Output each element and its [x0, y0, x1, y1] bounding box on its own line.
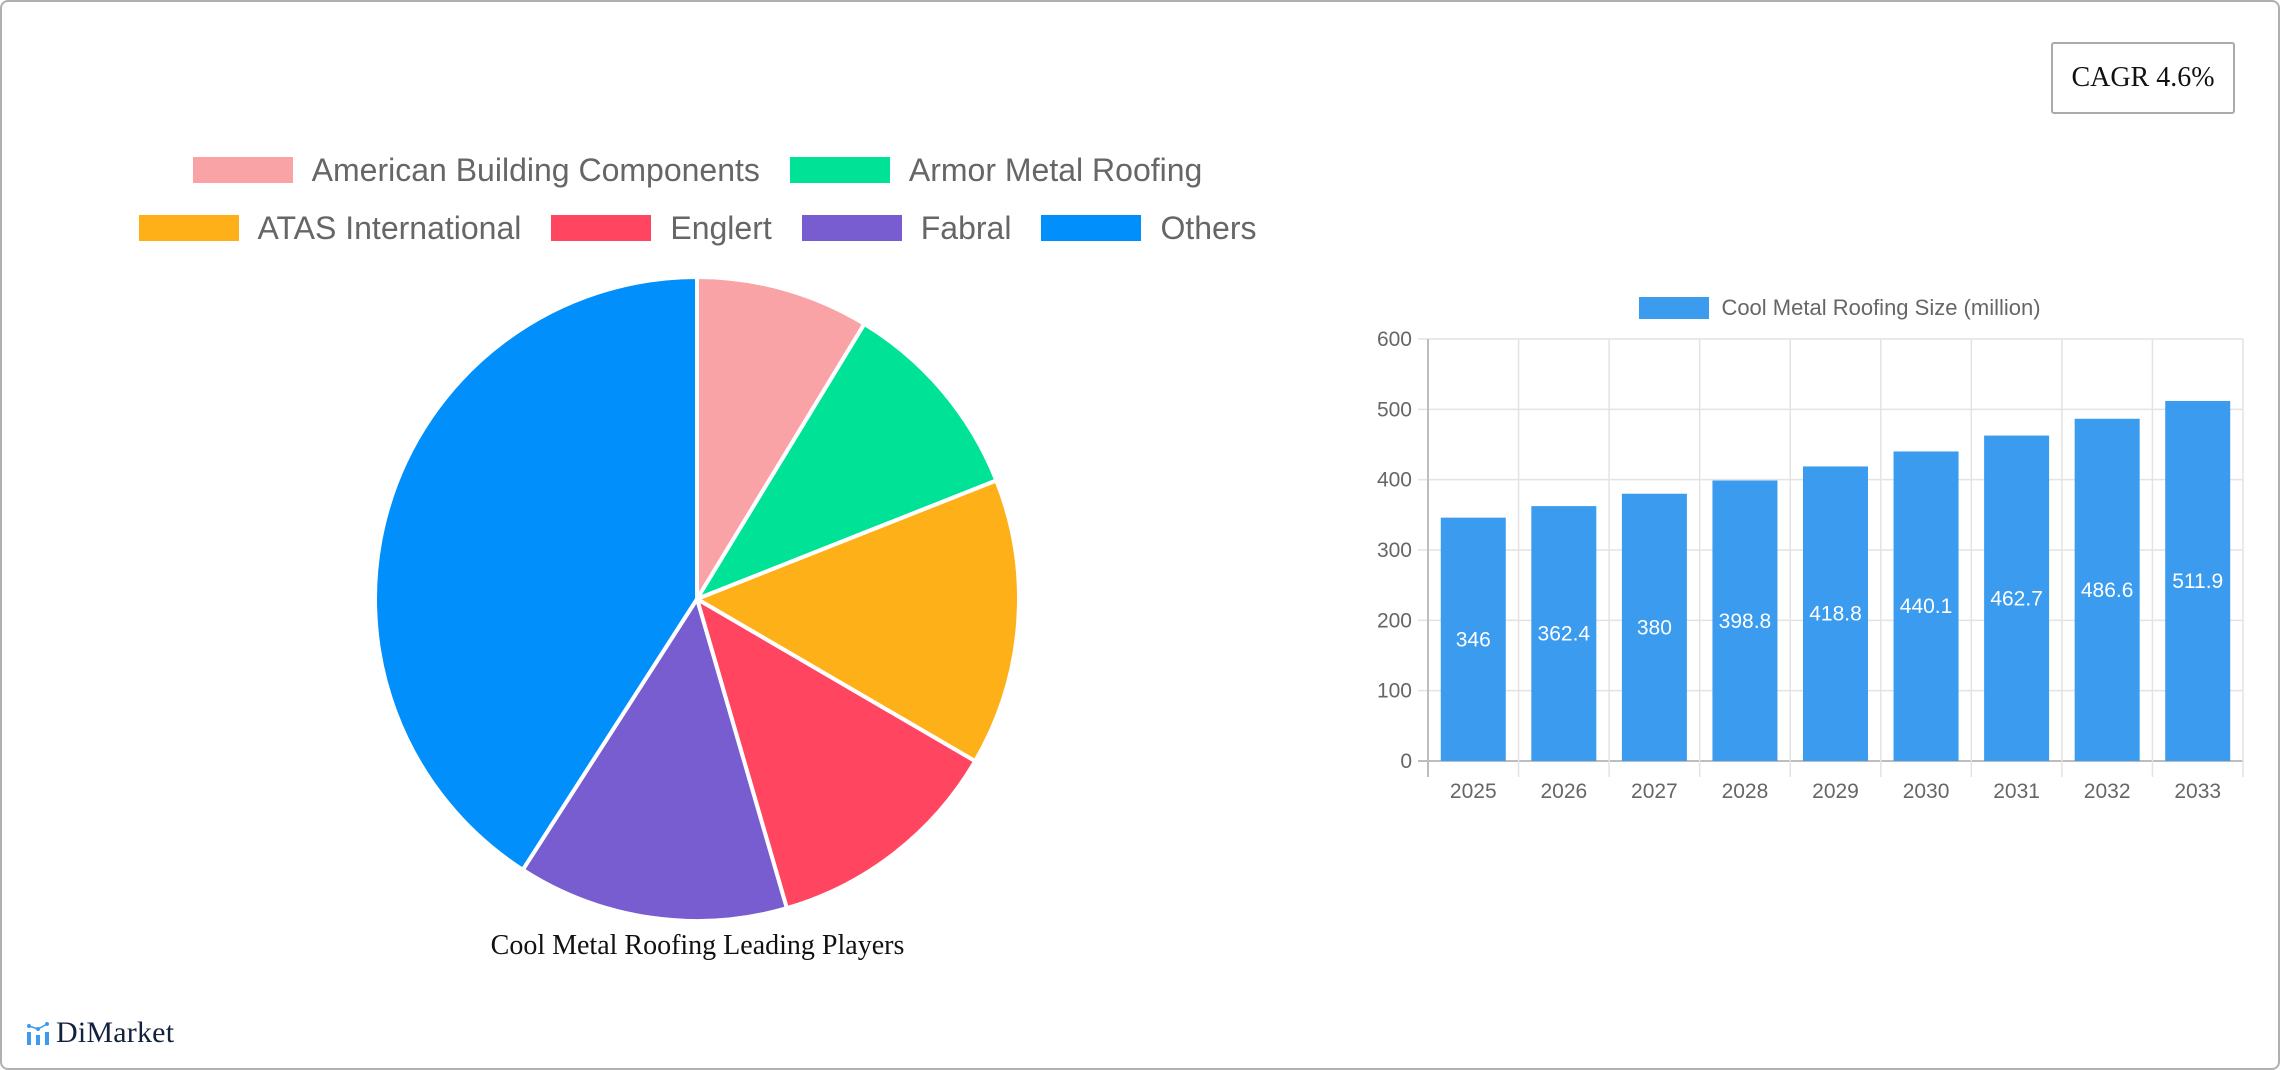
cagr-label: CAGR 4.6% — [2071, 62, 2215, 93]
y-tick-label: 600 — [1377, 328, 1412, 351]
pie-slice[interactable] — [692, 477, 1021, 764]
x-tick-label: 2030 — [1903, 780, 1950, 803]
pie-slice[interactable] — [693, 594, 978, 911]
legend-label: Fabral — [920, 209, 1012, 246]
legend-item[interactable]: ATAS International — [138, 209, 522, 247]
legend-item[interactable]: Armor Metal Roofing — [789, 151, 1203, 189]
bar[interactable] — [2165, 400, 2231, 761]
x-tick-label: 2029 — [1812, 780, 1859, 803]
legend-swatch — [192, 157, 293, 183]
pie-slice[interactable] — [695, 274, 868, 607]
legend-swatch — [801, 215, 902, 241]
x-tick-label: 2027 — [1631, 780, 1678, 803]
bar-value-label: 418.8 — [1809, 603, 1862, 626]
y-tick-label: 200 — [1377, 609, 1412, 632]
legend-item[interactable]: Englert — [551, 209, 772, 247]
y-tick-label: 500 — [1377, 398, 1412, 421]
bar-value-label: 346 — [1456, 628, 1491, 651]
logo-bars-icon — [27, 1022, 49, 1045]
bar-value-label: 440.1 — [1900, 595, 1953, 618]
pie-slice[interactable] — [692, 321, 999, 604]
pie-slice[interactable] — [373, 274, 699, 873]
legend-item[interactable]: American Building Components — [192, 151, 760, 189]
legend-label: Others — [1160, 209, 1257, 246]
bar-value-label: 380 — [1637, 616, 1672, 639]
bar[interactable] — [1712, 480, 1778, 761]
bar-value-label: 462.7 — [1990, 587, 2043, 610]
bar[interactable] — [2074, 418, 2140, 761]
x-tick-label: 2025 — [1450, 780, 1497, 803]
legend-label: Englert — [670, 209, 772, 246]
legend-row: American Building Components Armor Metal … — [0, 150, 1395, 190]
y-tick-label: 300 — [1377, 539, 1412, 562]
legend-item[interactable]: Others — [1041, 210, 1256, 247]
dimarket-logo[interactable]: DiMarket — [26, 1016, 174, 1050]
bar-value-label: 486.6 — [2081, 579, 2134, 602]
legend-row: ATAS International Englert Fabral Others — [0, 208, 1395, 248]
legend-label: ATAS International — [257, 209, 522, 246]
x-tick-label: 2033 — [2174, 780, 2221, 803]
bar-legend[interactable]: Cool Metal Roofing Size (million) — [1400, 295, 2280, 321]
bar-chart-svg: 0 100 200 300 400 500 600 346 2025 362.4 2026 380 20… — [1377, 328, 2244, 803]
bar-value-label: 398.8 — [1719, 610, 1772, 633]
bar-chart: 0 100 200 300 400 500 600 346 2025 362.4 2026 380 20… — [1340, 320, 2280, 820]
bar[interactable] — [1531, 506, 1597, 761]
legend-label: Armor Metal Roofing — [908, 151, 1203, 188]
legend-label: American Building Components — [311, 151, 760, 188]
legend-swatch — [1041, 215, 1142, 241]
legend-swatch — [789, 157, 890, 183]
logo-text: DiMarket — [56, 1016, 175, 1049]
bar-legend-label: Cool Metal Roofing Size (million) — [1721, 295, 2041, 320]
y-tick-label: 400 — [1377, 469, 1412, 492]
pie-chart — [370, 272, 1024, 926]
x-tick-label: 2028 — [1722, 780, 1769, 803]
bar-value-label: 362.4 — [1538, 623, 1591, 646]
pie-chart-svg — [373, 274, 1021, 923]
bar[interactable] — [1803, 466, 1868, 761]
x-tick-label: 2026 — [1540, 780, 1587, 803]
x-tick-label: 2031 — [1993, 780, 2040, 803]
legend-item[interactable]: Fabral — [801, 209, 1012, 247]
y-tick-label: 0 — [1400, 750, 1412, 773]
legend-swatch — [138, 215, 239, 241]
legend-swatch — [551, 215, 652, 241]
y-tick-label: 100 — [1377, 680, 1412, 703]
bar[interactable] — [1621, 493, 1687, 761]
legend-swatch — [1639, 297, 1710, 319]
bar[interactable] — [1440, 517, 1506, 761]
pie-chart-title: Cool Metal Roofing Leading Players — [490, 930, 905, 961]
bar[interactable] — [1893, 451, 1959, 761]
pie-slice[interactable] — [519, 594, 790, 923]
bar[interactable] — [1984, 435, 2050, 761]
bar-value-label: 511.9 — [2172, 570, 2223, 593]
cagr-badge: CAGR 4.6% — [2051, 42, 2235, 114]
x-tick-label: 2032 — [2084, 780, 2131, 803]
